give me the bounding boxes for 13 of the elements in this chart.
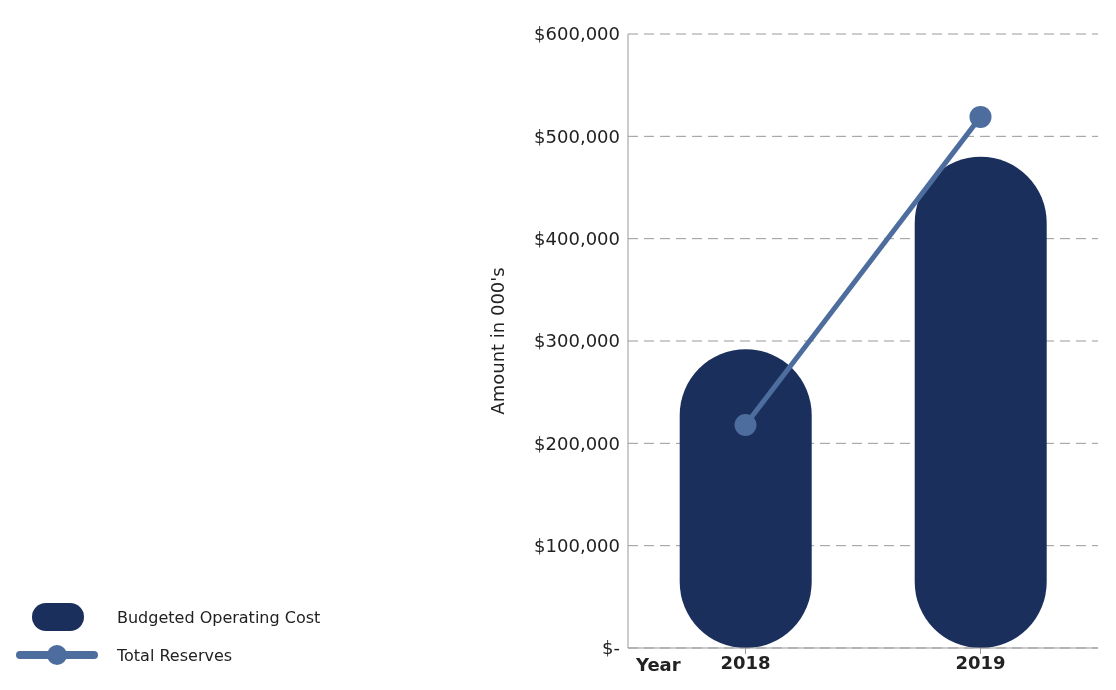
x-axis-title: Year (636, 654, 681, 675)
y-tick-label: $400,000 (534, 228, 620, 250)
legend-label: Total Reserves (117, 645, 233, 665)
y-axis-title: Amount in 000's (487, 267, 509, 415)
y-tick-label: $- (602, 637, 620, 659)
y-tick-label: $500,000 (534, 125, 620, 147)
y-tick-label: $600,000 (534, 23, 620, 45)
x-tick-label: 2018 (720, 651, 771, 673)
legend-label: Budgeted Operating Cost (117, 607, 321, 627)
y-tick-label: $300,000 (534, 330, 620, 352)
x-tick-label: 2019 (955, 651, 1006, 673)
y-tick-label: $100,000 (534, 535, 620, 557)
y-tick-label: $200,000 (534, 432, 620, 454)
